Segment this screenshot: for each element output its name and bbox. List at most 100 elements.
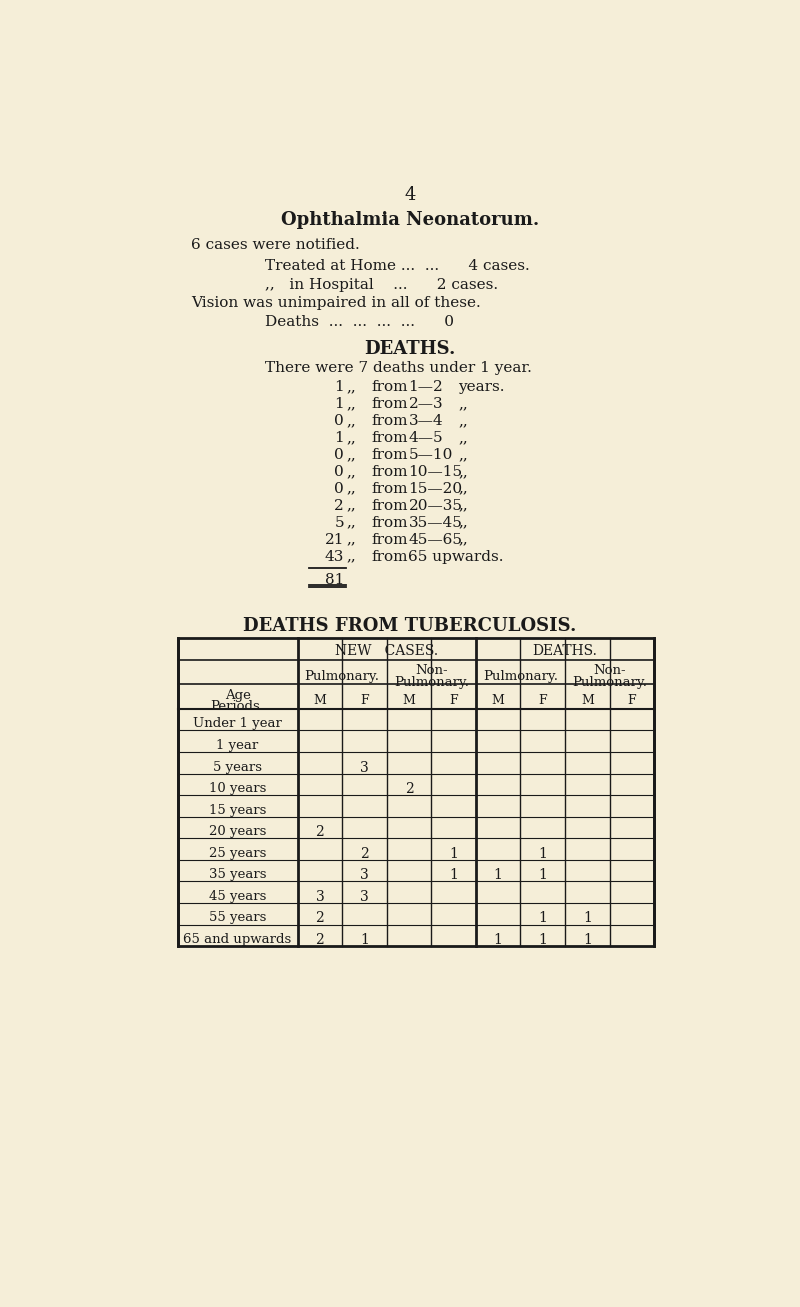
Text: 81: 81 xyxy=(325,572,344,587)
Text: ,,: ,, xyxy=(346,431,356,444)
Text: 1: 1 xyxy=(449,847,458,861)
Text: ,,: ,, xyxy=(346,482,356,495)
Text: 0: 0 xyxy=(334,465,344,478)
Text: 1: 1 xyxy=(494,933,502,948)
Text: Pulmonary.: Pulmonary. xyxy=(572,676,647,689)
Text: 1: 1 xyxy=(538,911,547,925)
Text: ,,   in Hospital    ...      2 cases.: ,, in Hospital ... 2 cases. xyxy=(265,277,498,291)
Text: 10 years: 10 years xyxy=(209,782,266,795)
Text: ,,: ,, xyxy=(458,465,468,478)
Text: 43: 43 xyxy=(325,549,344,563)
Text: 3: 3 xyxy=(315,890,324,904)
Text: 25 years: 25 years xyxy=(209,847,266,860)
Text: 2: 2 xyxy=(334,499,344,512)
Text: Periods.: Periods. xyxy=(210,699,265,712)
Text: 4: 4 xyxy=(404,186,416,204)
Text: 10—15: 10—15 xyxy=(409,465,462,478)
Text: 1: 1 xyxy=(334,380,344,395)
Text: 5—10: 5—10 xyxy=(409,448,453,461)
Text: 3: 3 xyxy=(360,868,369,882)
Text: 35—45: 35—45 xyxy=(409,516,462,529)
Text: 0: 0 xyxy=(334,482,344,495)
Text: Non-: Non- xyxy=(594,664,626,677)
Text: 1: 1 xyxy=(538,847,547,861)
Text: from: from xyxy=(371,380,408,395)
Text: 2: 2 xyxy=(315,933,324,948)
Text: 3: 3 xyxy=(360,890,369,904)
Text: 2: 2 xyxy=(360,847,369,861)
Text: M: M xyxy=(402,694,415,707)
Text: DEATHS FROM TUBERCULOSIS.: DEATHS FROM TUBERCULOSIS. xyxy=(243,617,577,634)
Text: Pulmonary.: Pulmonary. xyxy=(305,669,380,682)
Text: 21: 21 xyxy=(325,532,344,546)
Text: 1: 1 xyxy=(538,868,547,882)
Text: ,,: ,, xyxy=(346,397,356,412)
Text: ,,: ,, xyxy=(458,499,468,512)
Text: 0: 0 xyxy=(334,414,344,427)
Text: 15 years: 15 years xyxy=(209,804,266,817)
Text: 1: 1 xyxy=(334,397,344,412)
Text: from: from xyxy=(371,397,408,412)
Text: Vision was unimpaired in all of these.: Vision was unimpaired in all of these. xyxy=(191,297,482,310)
Text: 65 upwards.: 65 upwards. xyxy=(409,549,504,563)
Text: from: from xyxy=(371,465,408,478)
Text: Under 1 year: Under 1 year xyxy=(193,718,282,731)
Text: ,,: ,, xyxy=(346,380,356,395)
Text: 5 years: 5 years xyxy=(213,761,262,774)
Text: DEATHS.: DEATHS. xyxy=(533,644,598,659)
Text: 2—3: 2—3 xyxy=(409,397,443,412)
Text: from: from xyxy=(371,549,408,563)
Text: from: from xyxy=(371,414,408,427)
Text: ,,: ,, xyxy=(458,532,468,546)
Text: 45—65: 45—65 xyxy=(409,532,462,546)
Text: from: from xyxy=(371,499,408,512)
Text: M: M xyxy=(492,694,505,707)
Bar xyxy=(178,638,654,946)
Text: 3: 3 xyxy=(360,761,369,775)
Text: years.: years. xyxy=(458,380,505,395)
Text: F: F xyxy=(450,694,458,707)
Text: 20 years: 20 years xyxy=(209,825,266,838)
Text: Non-: Non- xyxy=(415,664,448,677)
Text: 1: 1 xyxy=(360,933,369,948)
Text: 35 years: 35 years xyxy=(209,868,266,881)
Text: from: from xyxy=(371,532,408,546)
Text: 15—20: 15—20 xyxy=(409,482,462,495)
Text: Deaths  ...  ...  ...  ...      0: Deaths ... ... ... ... 0 xyxy=(265,315,454,328)
Text: from: from xyxy=(371,431,408,444)
Text: F: F xyxy=(627,694,636,707)
Text: ,,: ,, xyxy=(458,516,468,529)
Text: Pulmonary.: Pulmonary. xyxy=(483,669,558,682)
Text: 1 year: 1 year xyxy=(217,738,258,752)
Text: ,,: ,, xyxy=(346,499,356,512)
Text: ,,: ,, xyxy=(458,414,468,427)
Text: Pulmonary.: Pulmonary. xyxy=(394,676,469,689)
Text: 1: 1 xyxy=(334,431,344,444)
Text: ,,: ,, xyxy=(458,397,468,412)
Text: ,,: ,, xyxy=(346,549,356,563)
Text: Treated at Home ...  ...      4 cases.: Treated at Home ... ... 4 cases. xyxy=(265,259,530,273)
Text: from: from xyxy=(371,516,408,529)
Text: 1: 1 xyxy=(583,933,592,948)
Text: F: F xyxy=(538,694,547,707)
Text: M: M xyxy=(314,694,326,707)
Text: 1—2: 1—2 xyxy=(409,380,443,395)
Text: There were 7 deaths under 1 year.: There were 7 deaths under 1 year. xyxy=(265,361,532,375)
Text: ,,: ,, xyxy=(346,465,356,478)
Text: 2: 2 xyxy=(315,825,324,839)
Text: from: from xyxy=(371,482,408,495)
Text: ,,: ,, xyxy=(458,448,468,461)
Text: 5: 5 xyxy=(334,516,344,529)
Text: 65 and upwards: 65 and upwards xyxy=(183,933,292,946)
Text: 20—35: 20—35 xyxy=(409,499,462,512)
Text: 45 years: 45 years xyxy=(209,890,266,903)
Text: 1: 1 xyxy=(583,911,592,925)
Text: ,,: ,, xyxy=(458,482,468,495)
Text: ,,: ,, xyxy=(346,414,356,427)
Text: 55 years: 55 years xyxy=(209,911,266,924)
Text: F: F xyxy=(360,694,369,707)
Text: M: M xyxy=(581,694,594,707)
Text: 0: 0 xyxy=(334,448,344,461)
Text: DEATHS.: DEATHS. xyxy=(364,340,456,358)
Text: ,,: ,, xyxy=(346,532,356,546)
